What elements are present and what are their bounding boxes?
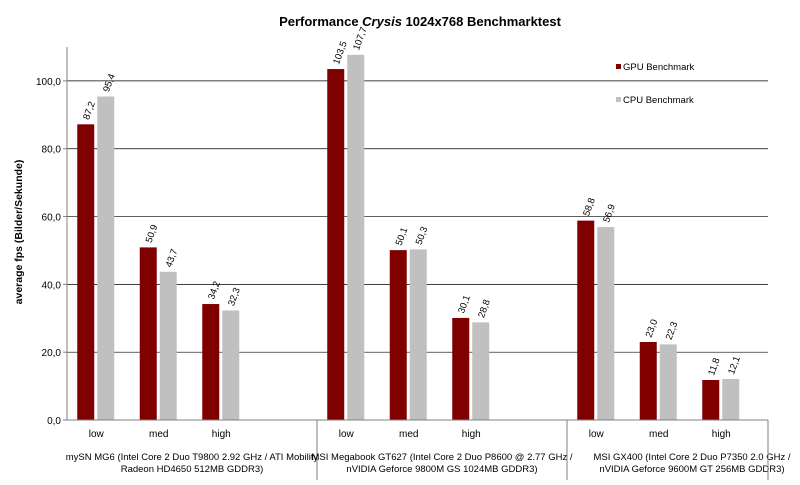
bar-cpu-benchmark bbox=[472, 322, 490, 420]
bar-gpu-benchmark bbox=[702, 379, 720, 420]
bar-gpu-benchmark bbox=[139, 247, 157, 420]
bar-cpu-benchmark bbox=[659, 344, 677, 420]
legend-swatch bbox=[616, 64, 621, 69]
data-label: 50,9 bbox=[144, 223, 161, 244]
bar-gpu-benchmark bbox=[202, 304, 220, 420]
data-label: 32,3 bbox=[226, 286, 243, 307]
data-label: 23,0 bbox=[644, 318, 661, 339]
bar-cpu-benchmark bbox=[347, 54, 365, 420]
data-label: 56,9 bbox=[601, 203, 618, 224]
data-label: 107,7 bbox=[351, 26, 369, 52]
group-label: nVIDIA Geforce 9600M GT 256MB GDDR3) bbox=[599, 464, 784, 475]
data-label: 43,7 bbox=[164, 248, 181, 269]
data-label: 34,2 bbox=[206, 280, 223, 301]
group-label: MSI GX400 (Intel Core 2 Duo P7350 2.0 GH… bbox=[594, 452, 791, 463]
y-tick-label: 20,0 bbox=[42, 348, 62, 359]
title-game: Crysis bbox=[362, 14, 402, 29]
x-tick-label: high bbox=[462, 429, 481, 440]
bar-gpu-benchmark bbox=[389, 250, 407, 420]
bar-cpu-benchmark bbox=[409, 249, 427, 420]
x-tick-label: med bbox=[149, 429, 168, 440]
y-tick-label: 40,0 bbox=[42, 280, 62, 291]
bar-cpu-benchmark bbox=[222, 310, 240, 420]
y-tick-label: 80,0 bbox=[42, 145, 62, 156]
legend-label: GPU Benchmark bbox=[623, 62, 695, 73]
data-label: 12,1 bbox=[726, 355, 743, 376]
bar-cpu-benchmark bbox=[97, 96, 115, 421]
bar-gpu-benchmark bbox=[327, 69, 345, 421]
title-part: 1024x768 Benchmarktest bbox=[402, 14, 562, 29]
x-tick-label: low bbox=[339, 429, 355, 440]
data-label: 28,8 bbox=[476, 298, 493, 319]
x-tick-label: high bbox=[712, 429, 731, 440]
x-tick-label: low bbox=[89, 429, 105, 440]
bar-gpu-benchmark bbox=[77, 124, 95, 420]
y-tick-label: 60,0 bbox=[42, 213, 62, 224]
bar-gpu-benchmark bbox=[639, 342, 657, 420]
data-label: 103,5 bbox=[331, 40, 349, 66]
group-label: mySN MG6 (Intel Core 2 Duo T9800 2.92 GH… bbox=[66, 452, 319, 463]
data-label: 11,8 bbox=[706, 357, 722, 377]
title-part: Performance bbox=[279, 14, 362, 29]
data-label: 95,4 bbox=[101, 72, 118, 93]
y-tick-label: 0,0 bbox=[47, 416, 61, 427]
x-tick-label: high bbox=[212, 429, 231, 440]
bar-gpu-benchmark bbox=[577, 220, 595, 420]
legend-swatch bbox=[616, 97, 621, 102]
x-tick-label: med bbox=[649, 429, 668, 440]
bar-gpu-benchmark bbox=[452, 317, 470, 420]
y-tick-label: 100,0 bbox=[36, 77, 61, 88]
data-label: 30,1 bbox=[456, 294, 473, 315]
bar-cpu-benchmark bbox=[597, 227, 615, 420]
group-label: MSI Megabook GT627 (Intel Core 2 Duo P86… bbox=[312, 452, 573, 463]
legend-label: CPU Benchmark bbox=[623, 95, 694, 106]
bar-cpu-benchmark bbox=[159, 271, 177, 420]
group-label: nVIDIA Geforce 9800M GS 1024MB GDDR3) bbox=[346, 464, 537, 475]
bar-cpu-benchmark bbox=[722, 378, 740, 420]
data-label: 22,3 bbox=[664, 320, 681, 341]
y-axis-label: average fps (Bilder/Sekunde) bbox=[13, 160, 25, 305]
x-tick-label: med bbox=[399, 429, 418, 440]
data-label: 50,1 bbox=[394, 226, 411, 247]
data-label: 58,8 bbox=[581, 196, 598, 217]
data-label: 50,3 bbox=[414, 225, 431, 246]
x-tick-label: low bbox=[589, 429, 605, 440]
group-label: Radeon HD4650 512MB GDDR3) bbox=[121, 464, 264, 475]
data-label: 87,2 bbox=[81, 100, 98, 121]
chart-title: Performance Crysis 1024x768 Benchmarktes… bbox=[279, 14, 562, 29]
